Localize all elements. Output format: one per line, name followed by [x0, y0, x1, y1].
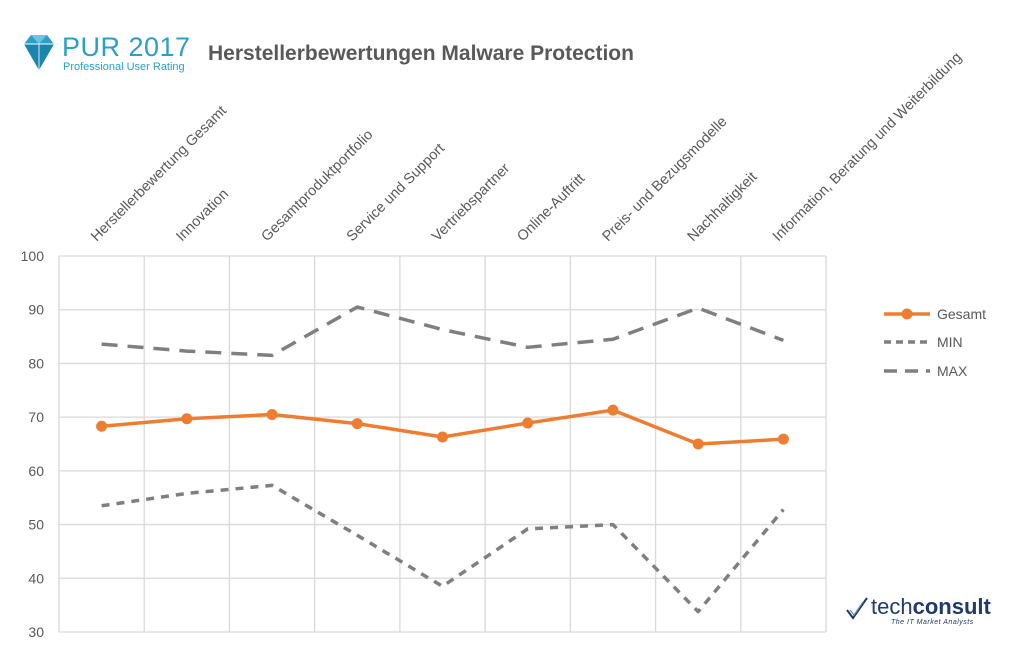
chart-grid [58, 255, 827, 633]
legend-marker [901, 308, 913, 320]
y-tick-label: 80 [28, 355, 44, 371]
brand-name: PUR 2017 [62, 32, 191, 62]
diamond-icon [24, 35, 54, 70]
chart-legend: Gesamt MIN MAX [884, 306, 986, 379]
y-tick-label: 30 [28, 624, 44, 640]
y-tick-label: 90 [28, 302, 44, 318]
x-tick-label: Herstellerbewertung Gesamt [88, 103, 230, 245]
pur-brand-logo: PUR 2017 Professional User Rating [22, 30, 202, 74]
x-tick-label: Information, Beratung und Weiterbildung [770, 50, 965, 245]
legend-label: MAX [937, 363, 968, 379]
techconsult-tagline: The IT Market Analysts [891, 619, 974, 626]
techconsult-logo: techconsult The IT Market Analysts [845, 594, 1015, 634]
data-point-gesamt [351, 418, 363, 430]
data-point-gesamt [181, 413, 193, 425]
data-point-gesamt [692, 438, 704, 450]
data-point-gesamt [607, 404, 619, 416]
x-tick-label: Innovation [173, 186, 232, 245]
x-tick-label: Nachhaltigkeit [685, 169, 761, 245]
checkmark-swoosh-icon [846, 597, 868, 620]
chart-title: Herstellerbewertungen Malware Protection [208, 42, 634, 65]
chart-series [96, 305, 789, 614]
x-tick-label: Vertriebspartner [429, 160, 513, 244]
legend-label: MIN [937, 334, 963, 350]
data-point-gesamt [437, 431, 448, 443]
y-tick-label: 60 [28, 463, 44, 479]
y-tick-label: 100 [21, 248, 45, 264]
series-line-min [101, 483, 785, 614]
data-point-gesamt [266, 408, 278, 420]
data-point-gesamt [96, 420, 108, 432]
x-tick-label: Online-Auftritt [514, 171, 588, 245]
brand-subtitle: Professional User Rating [63, 61, 185, 73]
techconsult-wordmark: techconsult [871, 594, 991, 619]
legend-label: Gesamt [937, 306, 986, 322]
y-axis-ticks: 30 40 50 60 70 80 90 100 [21, 248, 45, 640]
y-tick-label: 70 [28, 409, 44, 425]
series-line-max [101, 305, 785, 358]
data-point-gesamt [777, 433, 789, 445]
data-point-gesamt [522, 417, 534, 429]
y-tick-label: 40 [28, 570, 44, 586]
y-tick-label: 50 [28, 517, 44, 533]
